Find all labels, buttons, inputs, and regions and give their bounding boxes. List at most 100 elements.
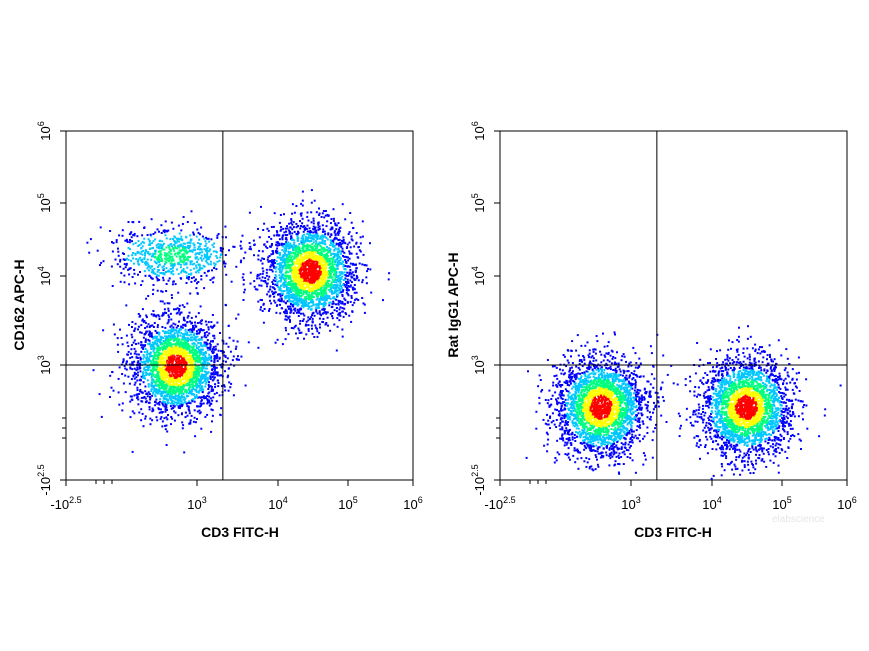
event-dot bbox=[316, 247, 319, 249]
event-dot bbox=[157, 260, 160, 263]
event-dot bbox=[175, 397, 177, 400]
event-dot bbox=[204, 254, 207, 257]
event-dot bbox=[291, 223, 294, 226]
event-dot bbox=[216, 372, 219, 375]
event-dot bbox=[182, 337, 185, 340]
event-dot bbox=[208, 404, 211, 407]
event-dot bbox=[293, 255, 296, 258]
event-dot bbox=[197, 341, 200, 344]
event-dot bbox=[173, 345, 176, 348]
event-dot bbox=[274, 291, 277, 294]
event-dot bbox=[211, 244, 214, 247]
event-dot bbox=[299, 295, 302, 297]
event-dot bbox=[318, 207, 320, 210]
event-dot bbox=[135, 258, 138, 261]
event-dot bbox=[210, 260, 212, 263]
event-dot bbox=[169, 335, 172, 338]
event-dot bbox=[322, 294, 324, 297]
event-dot bbox=[313, 245, 316, 247]
event-dot bbox=[163, 350, 166, 353]
event-dot bbox=[182, 357, 185, 360]
event-dot bbox=[220, 366, 223, 369]
event-dot bbox=[176, 307, 179, 310]
event-dot bbox=[191, 336, 194, 339]
event-dot bbox=[183, 256, 185, 259]
event-dot bbox=[310, 300, 312, 303]
event-dot bbox=[327, 282, 330, 285]
event-dot bbox=[170, 376, 173, 379]
event-dot bbox=[183, 451, 186, 454]
event-dot bbox=[200, 400, 203, 403]
event-dot bbox=[204, 320, 207, 323]
event-dot bbox=[184, 381, 187, 384]
event-dot bbox=[186, 337, 189, 340]
event-dot bbox=[198, 374, 201, 377]
event-dot bbox=[179, 370, 182, 373]
event-dot bbox=[228, 367, 230, 370]
event-dot bbox=[194, 369, 197, 372]
event-dot bbox=[312, 219, 315, 222]
event-dot bbox=[170, 348, 173, 351]
event-dot bbox=[156, 338, 159, 341]
event-dot bbox=[139, 390, 142, 393]
event-dot bbox=[314, 233, 317, 236]
event-dot bbox=[132, 234, 135, 236]
event-dot bbox=[144, 417, 147, 420]
event-dot bbox=[287, 283, 290, 286]
event-dot bbox=[157, 247, 160, 250]
event-dot bbox=[204, 375, 207, 378]
event-dot bbox=[303, 233, 306, 236]
event-dot bbox=[152, 246, 155, 249]
event-dot bbox=[170, 359, 173, 362]
event-dot bbox=[295, 276, 298, 279]
event-dot bbox=[282, 259, 285, 262]
event-dot bbox=[177, 291, 180, 294]
event-dot bbox=[365, 264, 368, 267]
event-dot bbox=[317, 278, 320, 281]
event-dot bbox=[172, 400, 175, 403]
event-dot bbox=[301, 249, 304, 252]
event-dot bbox=[223, 260, 225, 263]
event-dot bbox=[149, 423, 152, 426]
event-dot bbox=[212, 396, 215, 399]
event-dot bbox=[185, 343, 188, 345]
event-dot bbox=[185, 348, 188, 351]
event-dot bbox=[353, 288, 356, 291]
event-dot bbox=[338, 285, 341, 288]
event-dot bbox=[152, 347, 154, 350]
event-dot bbox=[174, 370, 177, 373]
event-dot bbox=[160, 244, 163, 247]
event-dot bbox=[288, 264, 291, 266]
event-dot bbox=[160, 290, 163, 293]
event-dot bbox=[129, 366, 132, 369]
event-dot bbox=[149, 342, 151, 345]
event-dot bbox=[192, 420, 195, 423]
event-dot bbox=[179, 380, 182, 383]
event-dot bbox=[248, 242, 251, 244]
event-dot bbox=[181, 358, 184, 361]
event-dot bbox=[235, 345, 238, 348]
event-dot bbox=[151, 367, 154, 370]
event-dot bbox=[176, 352, 179, 355]
event-dot bbox=[155, 331, 158, 334]
event-dot bbox=[287, 291, 290, 294]
event-dot bbox=[180, 263, 182, 266]
event-dot bbox=[200, 328, 203, 331]
event-dot bbox=[128, 382, 131, 385]
event-dot bbox=[137, 325, 140, 328]
event-dot bbox=[199, 266, 201, 269]
event-dot bbox=[323, 216, 326, 219]
event-dot bbox=[172, 377, 175, 380]
event-dot bbox=[166, 322, 169, 325]
event-dot bbox=[196, 395, 199, 398]
event-dot bbox=[279, 214, 282, 216]
event-dot bbox=[192, 344, 195, 347]
event-dot bbox=[171, 283, 174, 286]
event-dot bbox=[286, 225, 288, 228]
event-dot bbox=[310, 294, 313, 297]
event-dot bbox=[354, 278, 357, 281]
event-dot bbox=[160, 384, 163, 387]
event-dot bbox=[171, 296, 173, 299]
event-dot bbox=[169, 395, 172, 398]
event-dot bbox=[147, 295, 150, 297]
